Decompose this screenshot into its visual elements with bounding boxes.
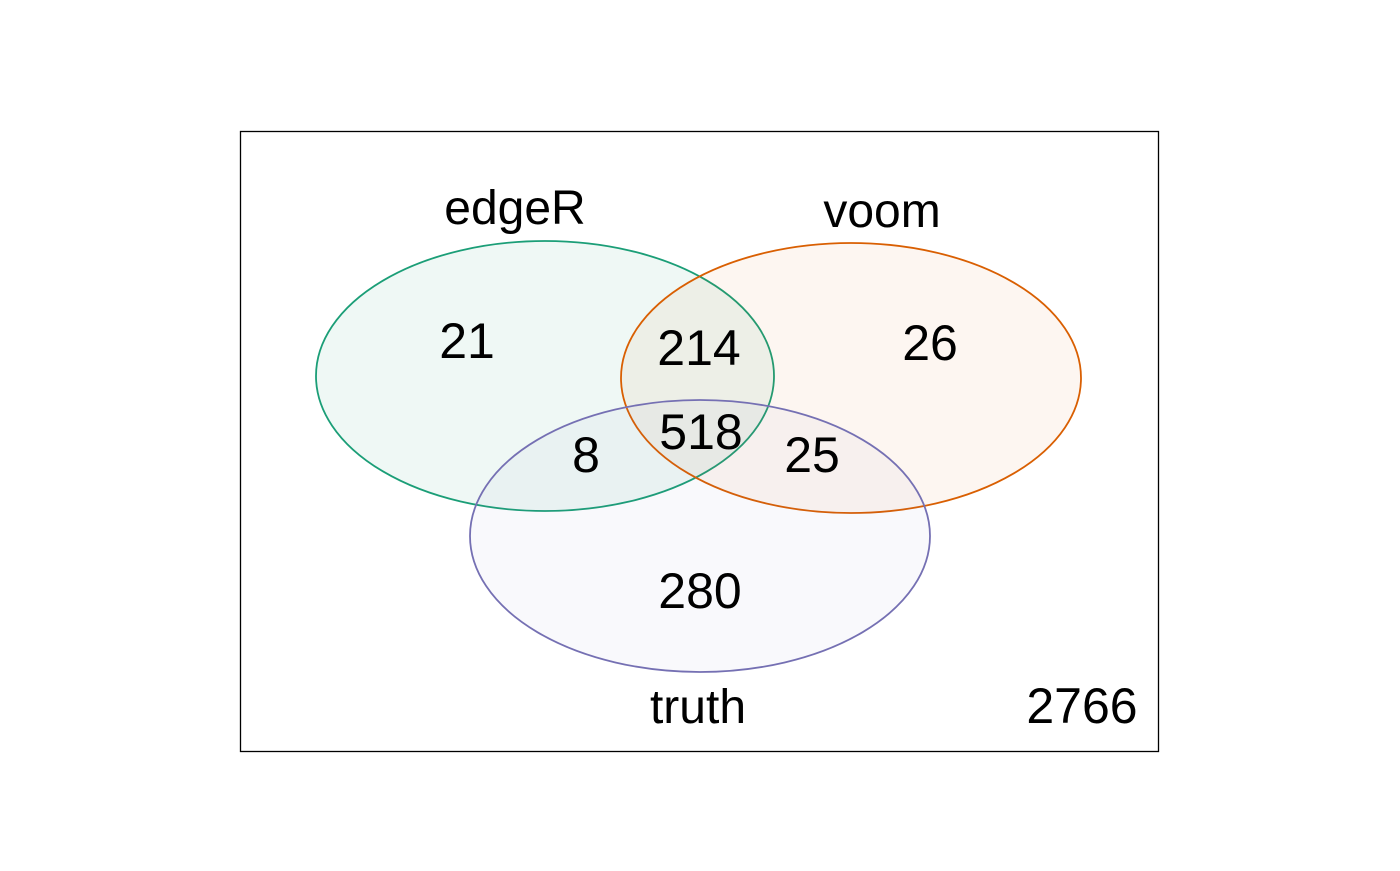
svg-text:8: 8: [572, 427, 600, 483]
svg-text:2766: 2766: [1026, 678, 1137, 734]
svg-text:voom: voom: [823, 185, 940, 238]
svg-text:518: 518: [659, 404, 742, 460]
svg-text:25: 25: [784, 427, 840, 483]
svg-text:edgeR: edgeR: [444, 182, 585, 235]
svg-text:21: 21: [439, 313, 495, 369]
svg-text:26: 26: [902, 315, 958, 371]
svg-text:280: 280: [658, 563, 741, 619]
svg-text:truth: truth: [650, 681, 746, 734]
svg-text:214: 214: [657, 320, 740, 376]
